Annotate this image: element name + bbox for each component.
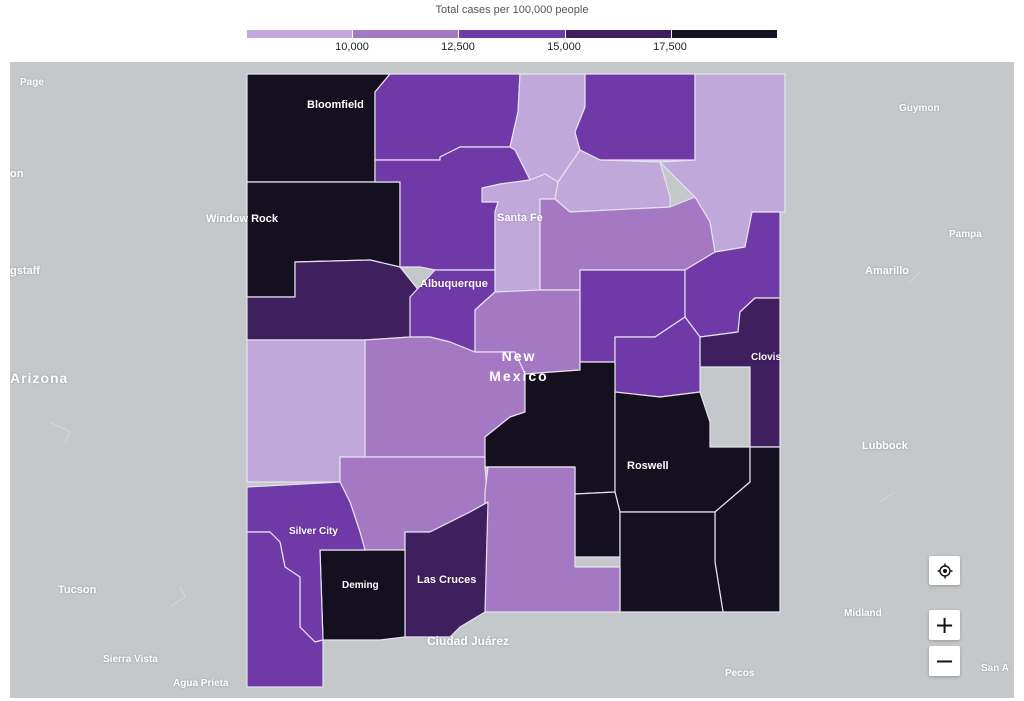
map-canvas[interactable]: Page on Bloomfield Guymon Window Rock Sa…	[10, 62, 1014, 698]
city-label-las-cruces: Las Cruces	[417, 574, 477, 586]
city-label-left-edge: on	[10, 168, 24, 180]
zoom-in-button[interactable]: +	[929, 610, 960, 640]
county-shape[interactable]	[614, 391, 751, 513]
state-label-new-mexico: New Mexico	[489, 348, 549, 384]
city-label-roswell: Roswell	[627, 460, 669, 472]
city-label-guymon: Guymon	[899, 103, 940, 114]
legend-swatch	[353, 30, 460, 38]
legend-tick-17500: 17,500	[653, 41, 687, 53]
city-label-silver-city: Silver City	[289, 526, 338, 537]
plus-icon: +	[934, 611, 955, 639]
zoom-out-button[interactable]: −	[929, 646, 960, 676]
county-choropleth	[49, 73, 921, 688]
county-shape[interactable]	[319, 549, 406, 641]
county-shape[interactable]	[619, 511, 724, 613]
county-shape[interactable]	[246, 73, 391, 183]
city-label-san-a: San A	[981, 663, 1009, 674]
county-shape[interactable]	[574, 73, 696, 161]
city-label-sierra-vista: Sierra Vista	[103, 654, 158, 665]
city-label-flagstaff: gstaff	[10, 265, 40, 277]
city-label-santa-fe: Santa Fe	[497, 212, 543, 224]
city-label-pecos: Pecos	[725, 668, 755, 679]
city-label-bloomfield: Bloomfield	[307, 99, 364, 111]
city-label-pampa: Pampa	[949, 229, 982, 240]
legend-swatch	[247, 30, 354, 38]
city-label-deming: Deming	[342, 580, 379, 591]
legend-swatch	[671, 30, 778, 38]
legend-bar	[247, 30, 778, 38]
legend-title: Total cases per 100,000 people	[435, 4, 589, 16]
county-shape[interactable]	[574, 491, 621, 558]
city-label-agua-prieta: Agua Prieta	[173, 678, 229, 689]
city-label-window-rock: Window Rock	[206, 213, 279, 225]
city-label-tucson: Tucson	[58, 584, 97, 596]
city-label-amarillo: Amarillo	[865, 265, 910, 277]
city-label-ciudad-juarez: Ciudad Juárez	[427, 634, 510, 648]
minus-icon: −	[934, 647, 955, 675]
region-label-arizona: Arizona	[10, 370, 69, 386]
city-label-albuquerque: Albuquerque	[420, 278, 488, 290]
crosshair-icon	[937, 563, 952, 578]
legend-swatch	[459, 30, 566, 38]
city-label-clovis: Clovis	[751, 352, 782, 363]
city-label-midland: Midland	[844, 608, 882, 619]
city-label-lubbock: Lubbock	[862, 440, 908, 452]
legend-tick-15000: 15,000	[547, 41, 581, 53]
locate-button[interactable]	[929, 556, 960, 585]
county-shape[interactable]	[404, 501, 489, 638]
legend-tick-10000: 10,000	[335, 41, 369, 53]
legend-swatch	[565, 30, 672, 38]
legend-tick-12500: 12,500	[441, 41, 475, 53]
city-label-page: Page	[20, 77, 44, 88]
county-shape[interactable]	[246, 531, 324, 688]
